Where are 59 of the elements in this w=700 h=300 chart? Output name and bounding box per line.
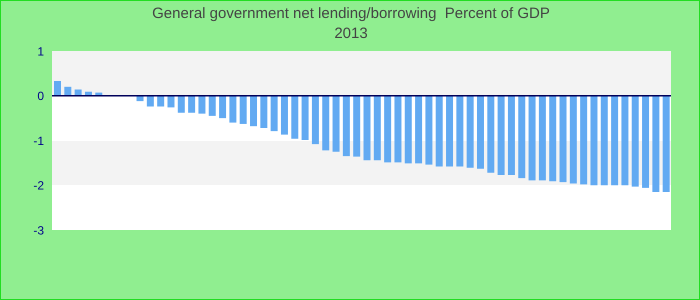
bar xyxy=(250,96,258,126)
bar xyxy=(436,96,443,166)
bar xyxy=(280,96,288,135)
bar xyxy=(498,96,505,175)
bar xyxy=(456,96,464,166)
chart-subtitle: 2013 xyxy=(333,24,369,44)
bar xyxy=(229,96,236,123)
bar xyxy=(425,96,432,165)
bar xyxy=(353,96,360,157)
bar xyxy=(621,96,628,186)
bar xyxy=(580,96,588,184)
bar xyxy=(590,96,598,186)
bar xyxy=(549,96,556,182)
bar xyxy=(54,80,61,96)
bar xyxy=(302,96,309,140)
bar xyxy=(188,96,196,113)
bar xyxy=(662,96,670,192)
bar xyxy=(538,96,546,180)
bar xyxy=(291,96,298,139)
bar xyxy=(332,96,340,152)
bar xyxy=(167,96,174,108)
bar xyxy=(240,96,247,124)
bar xyxy=(652,96,660,192)
bar xyxy=(208,96,216,116)
bar xyxy=(642,96,650,188)
chart-title: General government net lending/borrowing Percent of GDP xyxy=(151,4,551,24)
bar xyxy=(374,96,381,160)
bar xyxy=(364,96,370,160)
bar xyxy=(198,96,206,114)
bar xyxy=(260,96,268,128)
bar xyxy=(178,96,185,113)
bar xyxy=(219,96,226,118)
bar xyxy=(528,96,536,180)
y-tick-label: -3 xyxy=(33,223,44,238)
bar xyxy=(394,96,402,162)
bar xyxy=(487,96,494,173)
bar xyxy=(518,96,526,178)
y-tick-label: 0 xyxy=(37,89,44,104)
bar xyxy=(466,96,474,168)
bar xyxy=(404,96,412,164)
y-tick-label: -2 xyxy=(33,178,44,193)
bar xyxy=(415,96,422,164)
bar xyxy=(570,96,577,184)
bar xyxy=(508,96,515,175)
bar xyxy=(560,96,567,182)
bar xyxy=(632,96,639,187)
bar xyxy=(342,96,350,156)
bar xyxy=(312,96,319,144)
bar xyxy=(476,96,484,169)
bar xyxy=(322,96,330,150)
bar xyxy=(146,96,154,106)
bar xyxy=(600,96,608,186)
bar xyxy=(446,96,454,166)
bar xyxy=(384,96,392,162)
y-tick-label: -1 xyxy=(33,134,44,148)
y-tick-label: 1 xyxy=(37,44,44,58)
bar xyxy=(611,96,618,186)
bar xyxy=(270,96,278,132)
bar xyxy=(157,96,164,106)
